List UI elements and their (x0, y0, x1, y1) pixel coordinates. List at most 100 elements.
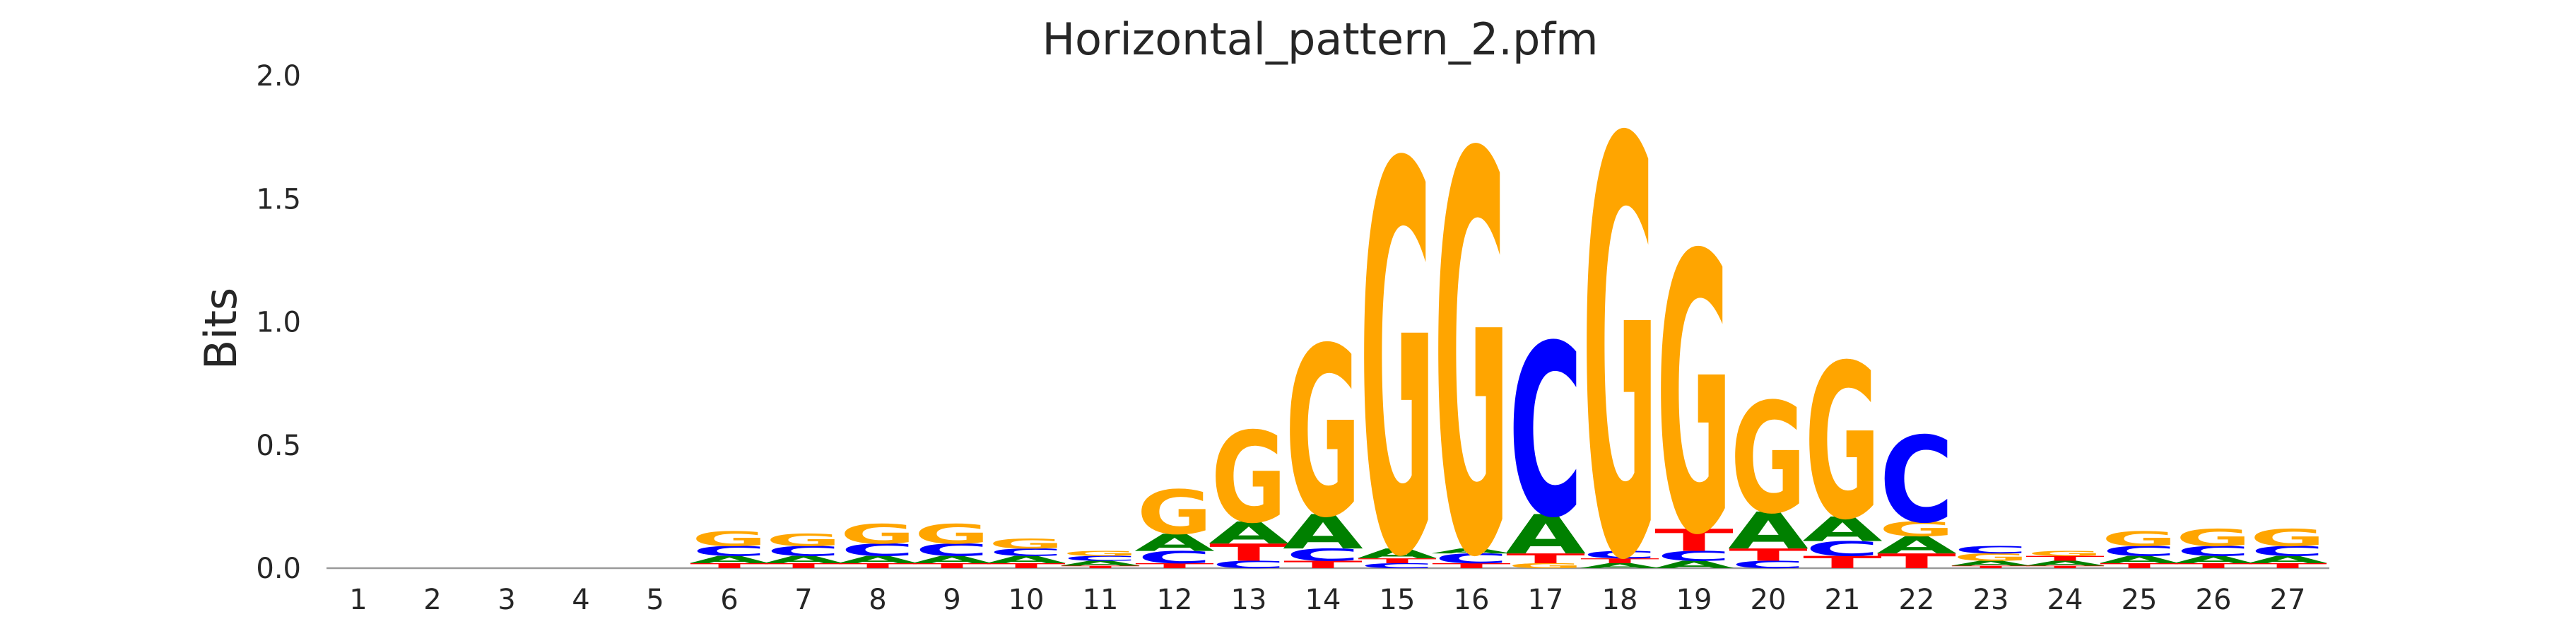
logo-letter-T: T (2025, 555, 2105, 563)
x-tick-label: 23 (1973, 584, 2009, 616)
logo-letter-G: G (1879, 517, 1955, 541)
logo-letter-A: A (1283, 505, 1363, 560)
logo-letter-G: G (1508, 562, 1584, 570)
x-tick-label: 8 (869, 584, 886, 616)
logo-letter-T: T (764, 562, 843, 570)
logo-letter-G: G (1657, 175, 1732, 619)
x-tick-label: 17 (1528, 584, 1564, 616)
logo-letter-C: C (1212, 559, 1286, 571)
logo-letter-T: T (987, 562, 1066, 570)
logo-letter-A: A (1951, 560, 2031, 567)
logo-letter-T: T (1135, 562, 1214, 570)
logo-letter-C: C (1583, 549, 1657, 561)
logo-letter-A: A (1580, 562, 1660, 570)
logo-letter-T: T (1580, 557, 1659, 565)
logo-letter-G: G (989, 536, 1064, 551)
logo-letter-T: T (2025, 565, 2105, 570)
logo-letter-G: G (1805, 319, 1881, 567)
logo-letter-C: C (841, 541, 915, 560)
logo-letter-G: G (840, 519, 916, 550)
logo-letter-A: A (1431, 547, 1512, 555)
logo-letter-C: C (693, 543, 767, 559)
logo-letter-C: C (2177, 543, 2251, 559)
logo-letter-A: A (986, 554, 1066, 566)
logo-letter-G: G (2176, 524, 2252, 552)
x-tick-label: 13 (1231, 584, 1267, 616)
logo-letter-T: T (1358, 557, 1437, 565)
x-tick-label: 18 (1602, 584, 1638, 616)
logo-letter-G: G (1434, 41, 1510, 636)
logo-letter-C: C (1806, 537, 1880, 560)
logo-letter-T: T (838, 562, 917, 570)
y-tick-label: 0.0 (256, 553, 301, 585)
logo-letter-A: A (2025, 560, 2105, 567)
logo-letter-A: A (2173, 554, 2254, 566)
logo-letter-C: C (989, 546, 1064, 558)
logo-letter-A: A (763, 554, 844, 566)
logo-letter-T: T (1877, 549, 1956, 572)
x-tick-label: 20 (1751, 584, 1787, 616)
logo-letter-C: C (1138, 548, 1212, 567)
logo-letter-C: C (1435, 550, 1509, 566)
x-tick-label: 14 (1305, 584, 1341, 616)
x-tick-label: 9 (943, 584, 960, 616)
logo-letter-A: A (2247, 554, 2328, 566)
x-tick-label: 15 (1380, 584, 1416, 616)
logo-letter-T: T (1209, 538, 1288, 566)
logo-letter-T: T (1432, 562, 1511, 570)
logo-letter-C: C (2102, 543, 2177, 559)
logo-letter-G: G (692, 527, 767, 550)
logo-letter-C: C (1509, 295, 1583, 570)
logo-letter-T: T (912, 562, 992, 570)
x-tick-label: 3 (498, 584, 515, 616)
x-tick-label: 4 (572, 584, 589, 616)
logo-letter-C: C (1731, 559, 1806, 571)
logo-letter-G: G (1731, 370, 1806, 548)
y-axis-ticks: 0.0 0.5 1.0 1.5 2.0 (256, 60, 301, 585)
logo-letter-G: G (2028, 550, 2103, 558)
x-tick-label: 12 (1157, 584, 1193, 616)
logo-letter-C: C (767, 543, 841, 559)
logo-letter-A: A (1134, 529, 1215, 557)
x-tick-label: 10 (1008, 584, 1045, 616)
logo-letter-G: G (2102, 527, 2177, 550)
logo-letter-C: C (1954, 544, 2028, 556)
logo-letter-A: A (1208, 515, 1289, 550)
logo-letter-A: A (1728, 502, 1809, 560)
x-tick-label: 26 (2196, 584, 2232, 616)
x-tick-label: 5 (646, 584, 664, 616)
logo-letter-A: A (689, 554, 770, 566)
y-tick-label: 0.5 (256, 430, 301, 462)
x-tick-label: 27 (2270, 584, 2306, 616)
logo-letter-C: C (1064, 555, 1138, 563)
logo-letter-C: C (2251, 543, 2325, 559)
logo-letter-G: G (1582, 23, 1658, 636)
x-tick-label: 24 (2047, 584, 2083, 616)
y-tick-label: 2.0 (256, 60, 301, 93)
x-tick-label: 7 (794, 584, 812, 616)
logo-letter-A: A (837, 554, 918, 566)
logo-letter-T: T (1803, 553, 1882, 572)
x-tick-label: 1 (349, 584, 367, 616)
y-axis-label: Bits (195, 288, 247, 370)
x-tick-label: 19 (1676, 584, 1712, 616)
x-tick-label: 22 (1899, 584, 1935, 616)
logo-letter-T: T (1654, 523, 1734, 558)
x-axis-ticks: 1 2 3 4 5 6 7 8 9 10 11 12 13 14 15 16 17 18 19 20 21 22 23 24 2… (349, 584, 2305, 616)
logo-letter-C: C (1360, 562, 1435, 570)
logo-letter-A: A (1876, 531, 1957, 559)
x-tick-label: 2 (423, 584, 441, 616)
y-tick-label: 1.0 (256, 307, 301, 339)
logo-letter-A: A (912, 554, 992, 566)
logo-letter-A: A (1357, 546, 1437, 561)
logo-letter-A: A (1654, 559, 1734, 571)
logo-letter-A: A (1802, 510, 1883, 549)
x-tick-label: 6 (720, 584, 738, 616)
logo-letter-A: A (1505, 503, 1586, 566)
logo-letter-C: C (1286, 546, 1360, 565)
logo-letter-T: T (2100, 562, 2179, 570)
logo-letter-G: G (2250, 524, 2326, 552)
logo-letter-T: T (1951, 565, 2030, 570)
